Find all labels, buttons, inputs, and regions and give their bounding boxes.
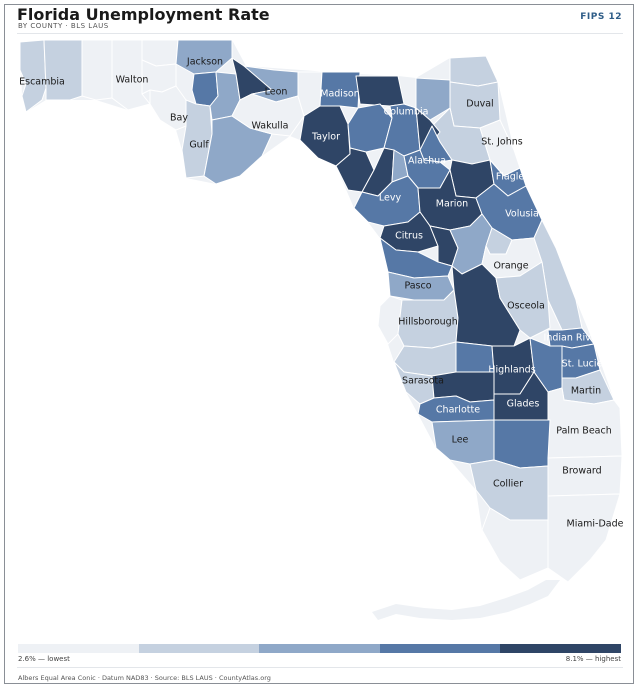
county-polk[interactable] [451,263,521,347]
county-label-escambia: Escambia [19,77,65,88]
legend-bar [18,644,621,653]
county-hendry[interactable] [493,419,551,469]
county-label-citrus: Citrus [395,231,423,242]
county-label-broward: Broward [562,466,601,477]
county-label-miami-dade: Miami-Dade [567,519,624,530]
county-lafayette[interactable] [335,147,375,193]
county-label-martin: Martin [571,386,601,397]
county-label-walton: Walton [116,75,149,86]
county-nassau[interactable] [449,55,499,87]
county-baker[interactable] [415,77,451,121]
county-label-levy: Levy [379,193,402,204]
county-madison[interactable] [319,71,361,109]
county-monroe[interactable] [481,507,549,581]
county-label-jackson: Jackson [186,57,223,68]
footer-credits: Albers Equal Area Conic · Datum NAD83 · … [18,674,271,682]
legend-low-label: 2.6% — lowest [18,655,70,663]
county-okaloosa[interactable] [81,39,113,101]
florida-keys [372,580,560,620]
county-label-charlotte: Charlotte [436,405,480,416]
county-hamilton[interactable] [355,75,405,107]
county-suwannee[interactable] [347,103,393,153]
county-osceola[interactable] [495,261,551,339]
legend-swatch-1 [18,644,139,653]
county-label-bay: Bay [170,113,188,124]
county-label-duval: Duval [466,99,493,110]
county-label-pasco: Pasco [404,281,431,292]
county-label-st-johns: St. Johns [481,137,522,148]
county-label-palm-beach: Palm Beach [556,426,611,437]
county-label-gulf: Gulf [189,140,209,151]
footer-divider [17,667,623,668]
county-label-glades: Glades [507,399,540,410]
legend-swatch-3 [259,644,380,653]
map-subtitle: BY COUNTY · BLS LAUS [18,22,109,30]
county-label-columbia: Columbia [384,107,429,118]
county-label-marion: Marion [436,199,468,210]
county-label-hillsborough: Hillsborough [398,317,457,328]
legend-swatch-2 [138,644,260,653]
county-label-collier: Collier [493,479,523,490]
county-label-sarasota: Sarasota [402,376,444,387]
county-label-volusia: Volusia [505,209,539,220]
county-label-wakulla: Wakulla [252,121,289,132]
header-divider [17,33,623,34]
county-label-st-lucie: St. Lucie [562,359,603,370]
county-label-highlands: Highlands [488,365,535,376]
county-label-leon: Leon [265,87,288,98]
fips-code: FIPS 12 [580,12,622,22]
county-label-osceola: Osceola [507,301,545,312]
legend-high-label: 8.1% — highest [565,655,621,663]
legend-swatch-5 [500,644,621,653]
county-label-orange: Orange [493,261,528,272]
county-miami-dade[interactable] [547,493,621,583]
county-wakulla[interactable] [231,93,305,137]
county-label-taylor: Taylor [311,132,340,143]
county-santa-rosa[interactable] [43,39,83,101]
legend-swatch-4 [379,644,501,653]
map-title: Florida Unemployment Rate [17,5,270,24]
county-label-alachua: Alachua [408,156,446,167]
county-label-lee: Lee [452,435,469,446]
county-label-indian-river: Indian River [544,333,601,344]
county-label-flagler: Flagler [496,172,528,183]
county-label-madison: Madison [320,89,359,100]
